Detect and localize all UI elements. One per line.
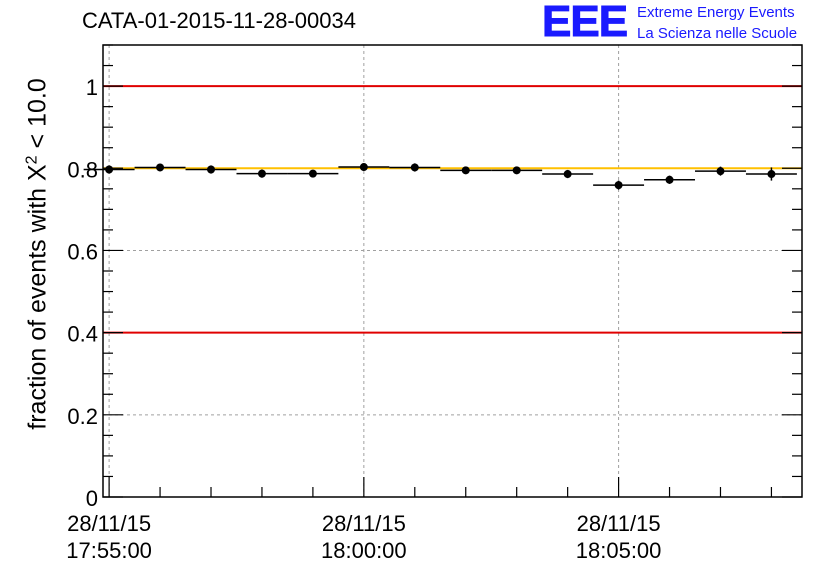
plot-area — [103, 45, 802, 497]
data-point — [257, 169, 266, 178]
logo-line-2: La Scienza nelle Scuole — [637, 25, 798, 42]
data-point — [614, 181, 623, 190]
data-point — [308, 169, 317, 178]
data-point — [410, 163, 419, 172]
x-tick-label-date: 28/11/15 — [577, 511, 661, 536]
data-point — [665, 175, 674, 184]
x-tick-label-time: 18:00:00 — [321, 538, 407, 563]
logo-line-1: Extreme Energy Events — [637, 4, 795, 21]
data-point — [207, 165, 216, 174]
data-point — [359, 163, 368, 172]
data-point — [767, 170, 776, 179]
y-tick-label: 1 — [86, 75, 98, 100]
data-point — [512, 166, 521, 175]
y-tick-label: 0.8 — [67, 157, 98, 182]
x-tick-label-date: 28/11/15 — [67, 511, 151, 536]
data-point — [563, 170, 572, 179]
data-point — [156, 163, 165, 172]
y-tick-label: 0.4 — [67, 322, 98, 347]
logo-mark: EEE — [541, 0, 628, 46]
data-point — [461, 166, 470, 175]
y-tick-label: 0 — [86, 486, 98, 511]
data-point — [105, 165, 114, 174]
x-tick-label-date: 28/11/15 — [322, 511, 406, 536]
x-tick-label-time: 18:05:00 — [576, 538, 662, 563]
x-tick-label-time: 17:55:00 — [66, 538, 152, 563]
chart-title: CATA-01-2015-11-28-00034 — [82, 8, 356, 33]
y-tick-label: 0.2 — [67, 404, 98, 429]
data-point — [716, 167, 725, 176]
y-tick-label: 0.6 — [67, 239, 98, 264]
